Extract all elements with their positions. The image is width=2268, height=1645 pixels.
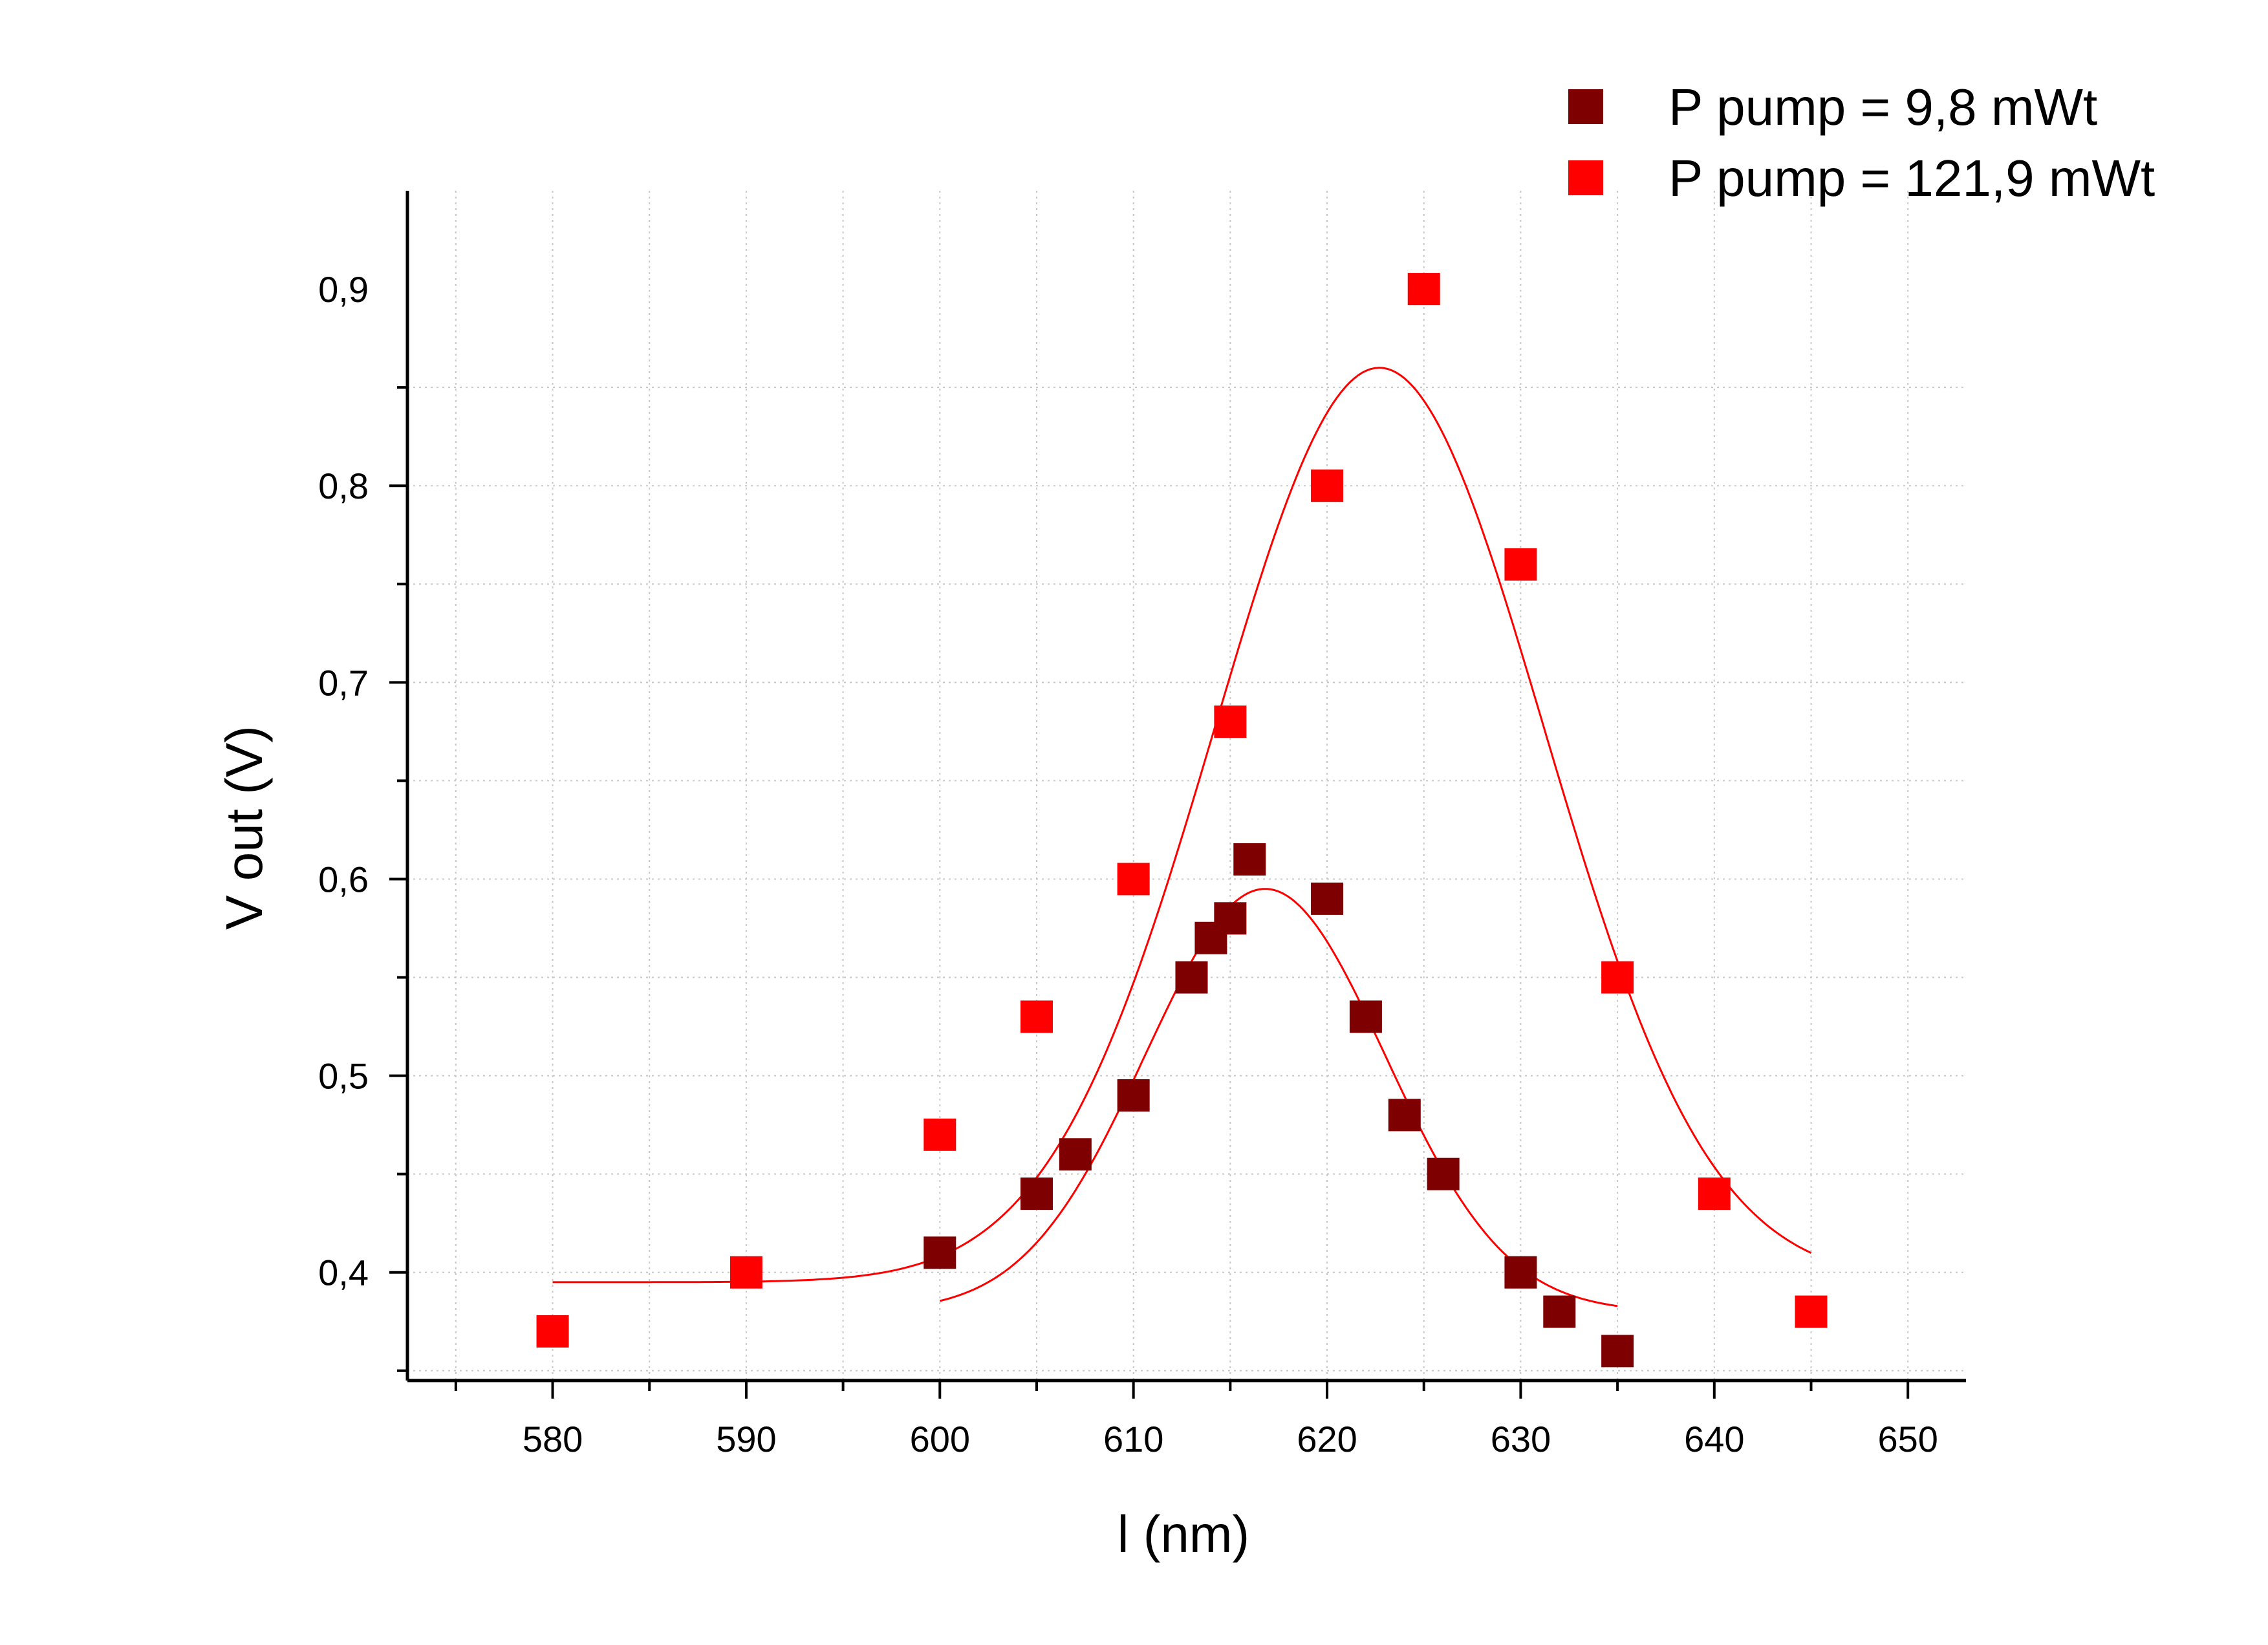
data-point (1504, 1256, 1537, 1289)
legend-marker (1568, 160, 1603, 195)
x-tick-label: 640 (1684, 1419, 1744, 1459)
fit-curve (939, 888, 1618, 1307)
data-point (536, 1315, 569, 1348)
y-axis-title: V out (V) (215, 726, 273, 930)
y-tick-label: 0,4 (318, 1253, 369, 1293)
x-axis-title: l (nm) (1118, 1505, 1249, 1563)
y-tick-label: 0,6 (318, 859, 369, 899)
legend: P pump = 9,8 mWt P pump = 121,9 mWt (1568, 78, 2155, 207)
y-tick-label: 0,7 (318, 662, 369, 703)
x-tick-label: 620 (1297, 1419, 1357, 1459)
data-point (1407, 273, 1440, 306)
data-point (923, 1118, 956, 1151)
x-tick-label: 580 (523, 1419, 583, 1459)
data-point (1020, 1177, 1053, 1210)
legend-label: P pump = 9,8 mWt (1669, 78, 2097, 136)
y-tick-label: 0,8 (318, 466, 369, 506)
data-point (1175, 961, 1208, 994)
data-point (729, 1256, 762, 1289)
data-point (923, 1236, 956, 1269)
data-point (1117, 863, 1150, 896)
grid (407, 191, 1966, 1381)
data-point (1233, 843, 1266, 876)
y-tick-label: 0,9 (318, 269, 369, 310)
x-tick-label: 610 (1103, 1419, 1163, 1459)
x-tick-label: 600 (910, 1419, 970, 1459)
data-point (1601, 1335, 1634, 1368)
data-points (536, 273, 1828, 1368)
data-point (1427, 1157, 1460, 1190)
data-point (1388, 1099, 1421, 1132)
legend-marker (1568, 89, 1603, 124)
legend-label: P pump = 121,9 mWt (1669, 149, 2155, 207)
data-point (1698, 1177, 1731, 1210)
data-point (1020, 1000, 1053, 1033)
data-point (1504, 548, 1537, 581)
y-axis-ticks: 0,4 0,5 0,6 0,7 0,8 0,9 (318, 269, 407, 1372)
data-point (1214, 902, 1247, 935)
y-tick-label: 0,5 (318, 1056, 369, 1097)
data-point (1349, 1000, 1382, 1033)
data-point (1059, 1138, 1092, 1171)
axes (405, 191, 1966, 1382)
x-axis-ticks: 580 590 600 610 620 630 640 650 (454, 1381, 1938, 1459)
data-point (1311, 469, 1344, 502)
data-point (1214, 705, 1247, 738)
x-tick-label: 650 (1877, 1419, 1938, 1459)
data-point (1601, 961, 1634, 994)
data-point (1543, 1295, 1576, 1328)
x-tick-label: 590 (716, 1419, 776, 1459)
data-point (1311, 882, 1344, 915)
data-point (1795, 1295, 1828, 1328)
x-tick-label: 630 (1491, 1419, 1551, 1459)
data-point (1117, 1079, 1150, 1112)
